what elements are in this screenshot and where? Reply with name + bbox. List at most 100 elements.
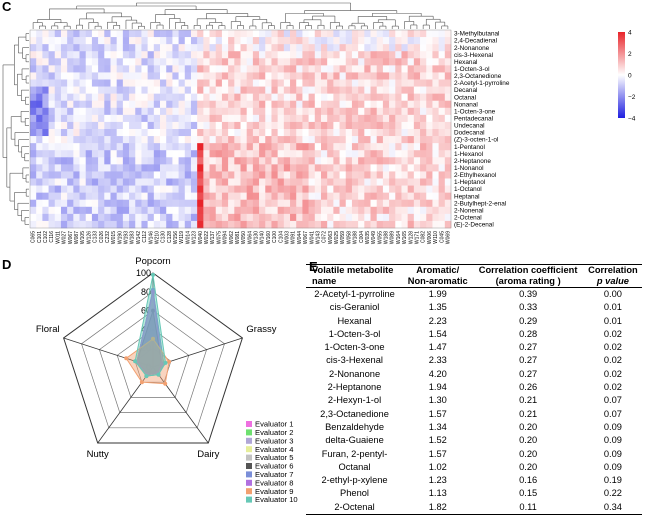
heatmap-cell bbox=[259, 213, 266, 222]
heatmap-cell bbox=[438, 185, 446, 193]
heatmap-cell bbox=[98, 79, 105, 87]
heatmap-cell bbox=[228, 150, 235, 158]
heatmap-cell bbox=[79, 58, 87, 66]
legend-label: Evaluator 5 bbox=[255, 453, 293, 462]
heatmap-cell bbox=[320, 100, 328, 109]
heatmap-cell bbox=[184, 79, 192, 87]
heatmap-cell bbox=[184, 164, 192, 172]
heatmap-cell bbox=[209, 185, 217, 193]
heatmap-cell bbox=[91, 171, 99, 179]
correlation-table-panel: Volatile metabolite name Aromatic/Non-aro… bbox=[306, 264, 642, 515]
column-label: C232 bbox=[105, 231, 111, 243]
heatmap-cell bbox=[320, 114, 328, 123]
heatmap-cell bbox=[252, 185, 260, 193]
heatmap-cell bbox=[67, 65, 74, 73]
heatmap-cell bbox=[296, 30, 303, 38]
heatmap-cell bbox=[370, 213, 377, 222]
heatmap-cell bbox=[376, 213, 384, 222]
cell-p-value: 0.02 bbox=[603, 355, 622, 366]
heatmap-cell bbox=[135, 178, 142, 186]
heatmap-cell bbox=[376, 72, 384, 80]
heatmap-cell bbox=[85, 51, 93, 59]
cell-metabolite: cis-3-Hexenal bbox=[326, 355, 383, 366]
heatmap-cell bbox=[91, 157, 99, 165]
heatmap-cell bbox=[382, 164, 390, 172]
row-label: (E)-2-Decenal bbox=[454, 222, 494, 229]
legend-swatch bbox=[246, 446, 252, 453]
heatmap-cell bbox=[98, 86, 105, 94]
heatmap-cell bbox=[320, 185, 328, 193]
heatmap-cell bbox=[209, 213, 217, 222]
heatmap-cell bbox=[296, 206, 303, 215]
heatmap-cell bbox=[215, 100, 223, 109]
heatmap-cell bbox=[351, 37, 359, 45]
heatmap-cell bbox=[30, 171, 37, 179]
heatmap-cell bbox=[166, 192, 173, 201]
heatmap-cell bbox=[413, 51, 421, 59]
heatmap-cell bbox=[215, 136, 223, 144]
heatmap-cell bbox=[160, 206, 167, 215]
heatmap-cell bbox=[333, 206, 340, 215]
heatmap-cell bbox=[197, 192, 204, 201]
heatmap-cell bbox=[60, 93, 68, 102]
heatmap-cell bbox=[197, 157, 204, 165]
heatmap-cell bbox=[426, 121, 433, 130]
heatmap-cell bbox=[203, 171, 210, 179]
heatmap-cell bbox=[401, 192, 408, 201]
heatmap-cell bbox=[345, 136, 353, 144]
heatmap-cell bbox=[265, 185, 272, 193]
heatmap-cell bbox=[271, 58, 278, 66]
row-label: 2-Nonanone bbox=[454, 45, 490, 52]
heatmap-cell bbox=[60, 51, 68, 59]
heatmap-cell bbox=[166, 86, 173, 94]
heatmap-cell bbox=[240, 157, 247, 165]
heatmap-cell bbox=[42, 93, 49, 102]
column-label: W142 bbox=[136, 231, 142, 244]
heatmap-cell bbox=[122, 93, 130, 102]
heatmap-cell bbox=[358, 30, 365, 38]
heatmap-cell bbox=[308, 178, 316, 186]
heatmap-cell bbox=[197, 206, 204, 215]
heatmap-cell bbox=[327, 150, 334, 158]
heatmap-cell bbox=[370, 150, 377, 158]
heatmap-cell bbox=[110, 107, 117, 116]
heatmap-cell bbox=[30, 86, 37, 94]
cell-aromatic-ratio: 1.52 bbox=[428, 435, 447, 446]
heatmap-cell bbox=[271, 100, 278, 109]
heatmap-cell bbox=[228, 44, 235, 52]
heatmap-cell bbox=[240, 37, 247, 45]
heatmap-cell bbox=[122, 58, 130, 66]
legend-label: Evaluator 6 bbox=[255, 462, 293, 471]
heatmap-cell bbox=[172, 100, 179, 109]
heatmap-cell bbox=[221, 86, 229, 94]
heatmap-cell bbox=[302, 30, 309, 38]
heatmap-cell bbox=[190, 30, 198, 38]
heatmap-cell bbox=[85, 157, 93, 165]
heatmap-cell bbox=[104, 129, 111, 137]
heatmap-cell bbox=[153, 86, 161, 94]
heatmap-cell bbox=[333, 72, 340, 80]
heatmap-cell bbox=[135, 79, 142, 87]
heatmap-cell bbox=[296, 199, 303, 208]
heatmap-cell bbox=[228, 107, 235, 116]
heatmap-cell bbox=[370, 192, 377, 201]
heatmap-cell bbox=[413, 86, 421, 94]
heatmap-cell bbox=[221, 72, 229, 80]
heatmap-cell bbox=[413, 107, 421, 116]
heatmap-cell bbox=[438, 171, 446, 179]
heatmap-cell bbox=[370, 136, 377, 144]
heatmap-cell bbox=[54, 143, 62, 151]
heatmap-cell bbox=[407, 178, 415, 186]
heatmap-cell bbox=[85, 213, 93, 222]
heatmap-cell bbox=[209, 150, 217, 158]
heatmap-cell bbox=[252, 220, 260, 229]
heatmap-cell bbox=[240, 164, 247, 172]
heatmap-cell bbox=[389, 30, 396, 38]
heatmap-cell bbox=[283, 44, 291, 52]
heatmap-cell bbox=[36, 58, 43, 66]
heatmap-cell bbox=[141, 136, 148, 144]
heatmap-cell bbox=[60, 72, 68, 80]
heatmap-cell bbox=[277, 51, 285, 59]
heatmap-cell bbox=[358, 192, 365, 201]
heatmap-cell bbox=[382, 37, 390, 45]
